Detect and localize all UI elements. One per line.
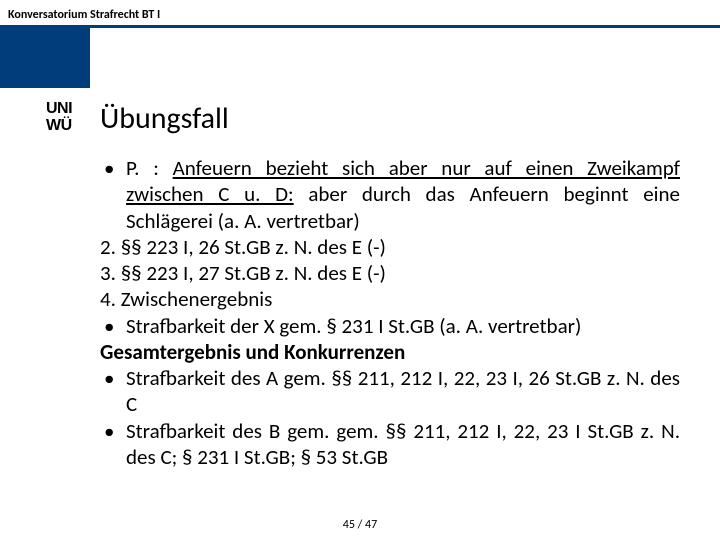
logo-text: UNI WÜ bbox=[46, 101, 72, 135]
item-3: 3. §§ 223 I, 27 St.GB z. N. des E (-) bbox=[100, 260, 680, 286]
p1-prefix: P. : bbox=[126, 155, 159, 181]
bullet-7: Strafbarkeit des A gem. §§ 211, 212 I, 2… bbox=[100, 365, 680, 418]
heading-gesamt: Gesamtergebnis und Konkurrenzen bbox=[100, 339, 680, 365]
logo-text-box: UNI WÜ bbox=[0, 88, 90, 148]
bullet-8: Strafbarkeit des B gem. gem. §§ 211, 212… bbox=[100, 418, 680, 471]
header-text: Konversatorium Strafrecht BT I bbox=[8, 8, 160, 22]
logo-line2: WÜ bbox=[46, 117, 72, 134]
bullet-p1: P. : Anfeuern bezieht sich aber nur auf … bbox=[100, 155, 680, 234]
page-number: 45 / 47 bbox=[0, 518, 720, 532]
item-2: 2. §§ 223 I, 26 St.GB z. N. des E (-) bbox=[100, 234, 680, 260]
logo-line1: UNI bbox=[46, 100, 72, 117]
page-title: Übungsfall bbox=[100, 100, 229, 137]
bullet-5: Strafbarkeit der X gem. § 231 I St.GB (a… bbox=[100, 313, 680, 339]
logo-blue-square bbox=[0, 28, 90, 88]
item-4: 4. Zwischenergebnis bbox=[100, 286, 680, 312]
slide-content: P. : Anfeuern bezieht sich aber nur auf … bbox=[100, 155, 680, 470]
header-bar: Konversatorium Strafrecht BT I bbox=[0, 0, 720, 28]
university-logo: UNI WÜ bbox=[0, 28, 90, 148]
title-area: Übungsfall bbox=[100, 100, 229, 137]
